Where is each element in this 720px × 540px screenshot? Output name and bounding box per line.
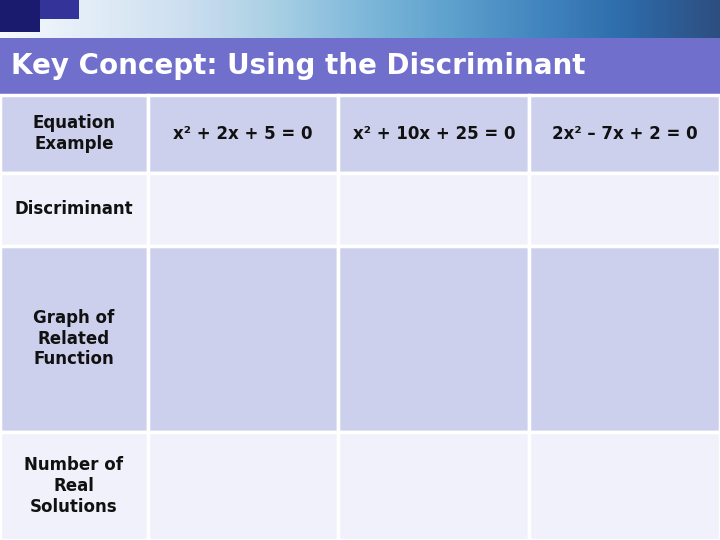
Bar xyxy=(0,246,148,432)
Text: Equation
Example: Equation Example xyxy=(32,114,115,153)
Bar xyxy=(0,172,148,246)
Bar xyxy=(148,432,338,540)
Text: x² + 10x + 25 = 0: x² + 10x + 25 = 0 xyxy=(353,125,515,143)
Bar xyxy=(0,38,720,94)
Bar xyxy=(148,94,338,172)
Text: Graph of
Related
Function: Graph of Related Function xyxy=(33,309,114,368)
Bar xyxy=(0,94,148,172)
Text: Key Concept: Using the Discriminant: Key Concept: Using the Discriminant xyxy=(11,52,585,80)
Bar xyxy=(529,246,720,432)
Text: 2x² – 7x + 2 = 0: 2x² – 7x + 2 = 0 xyxy=(552,125,698,143)
Bar xyxy=(529,432,720,540)
Bar xyxy=(0,0,40,32)
Text: x² + 2x + 5 = 0: x² + 2x + 5 = 0 xyxy=(174,125,312,143)
Bar xyxy=(338,172,529,246)
Bar xyxy=(338,246,529,432)
Text: Discriminant: Discriminant xyxy=(14,200,133,218)
Bar xyxy=(338,94,529,172)
Text: Number of
Real
Solutions: Number of Real Solutions xyxy=(24,456,123,516)
Bar xyxy=(529,94,720,172)
Bar xyxy=(40,0,79,19)
Bar xyxy=(148,172,338,246)
Bar xyxy=(529,172,720,246)
Bar xyxy=(0,432,148,540)
Bar xyxy=(148,246,338,432)
Bar xyxy=(338,432,529,540)
